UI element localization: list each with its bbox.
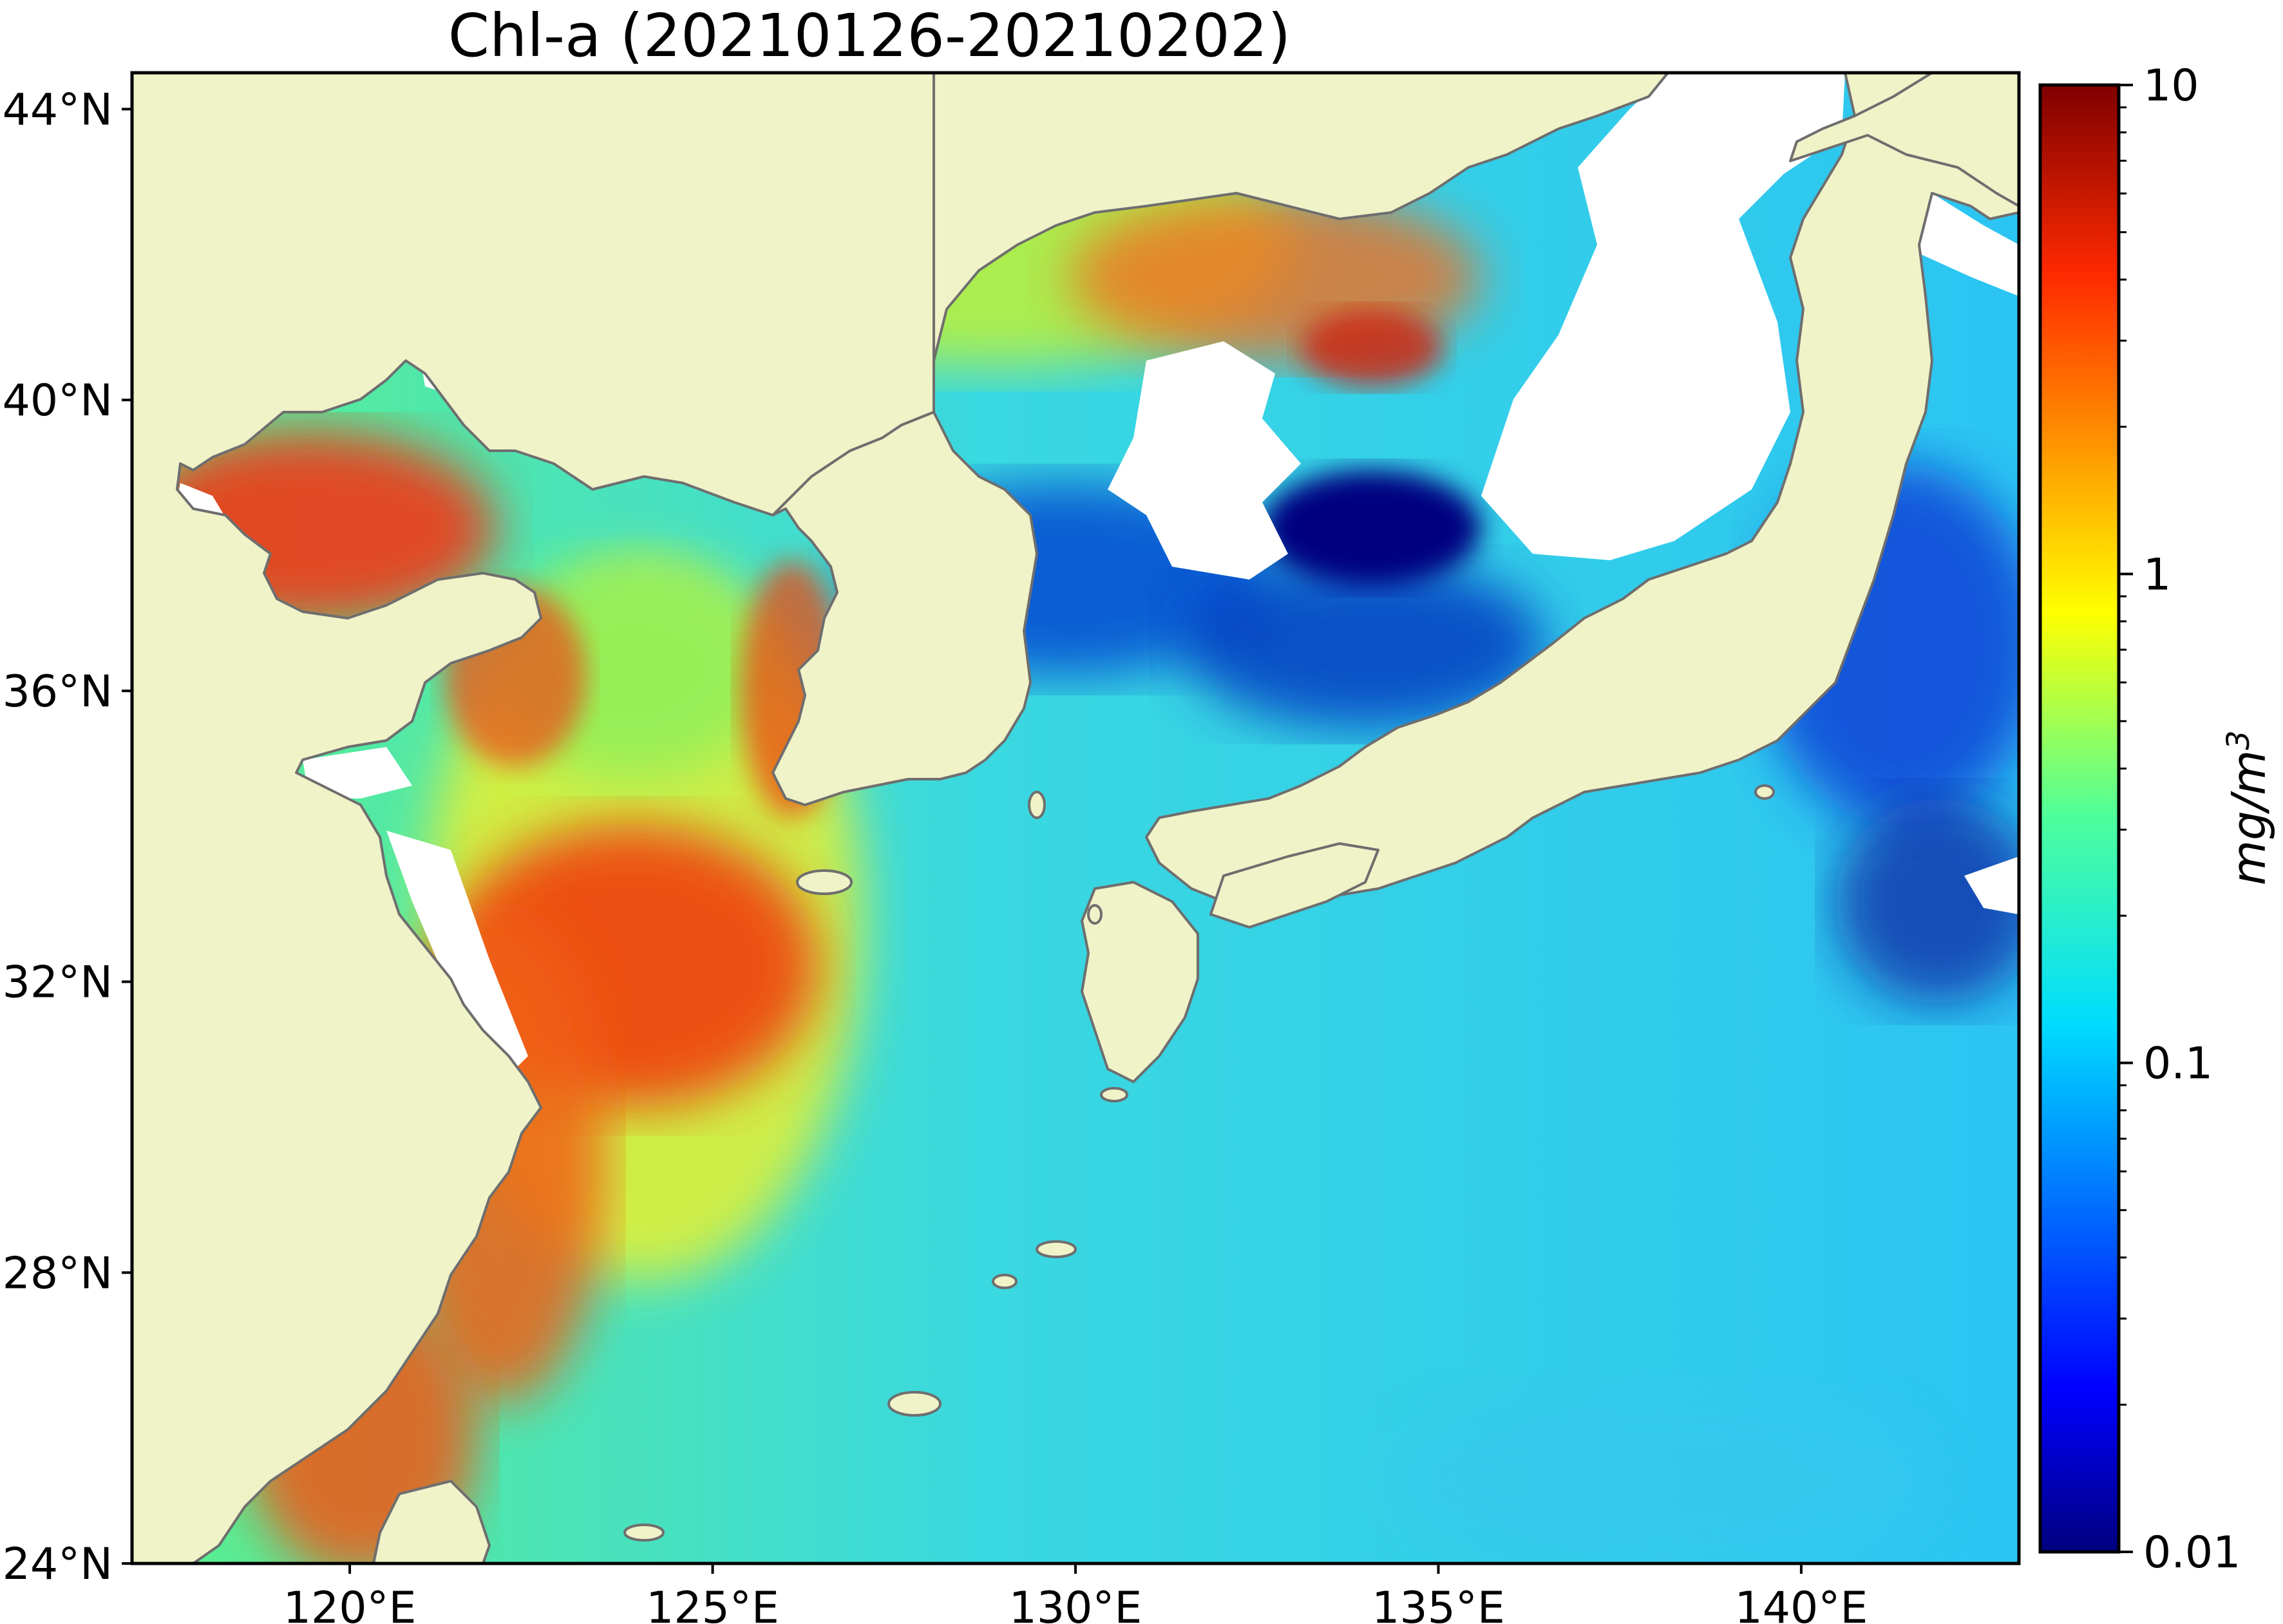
colorbar-unit: mg/m	[2222, 750, 2276, 885]
lat-tick-label: 36°N	[3, 666, 113, 717]
map-body	[132, 73, 2019, 1563]
colorbar-tick-label: 1	[2143, 549, 2171, 600]
longitude-axis: 120°E 125°E 130°E 135°E 140°E	[283, 1563, 1868, 1624]
colorbar-label: mg/m3	[2221, 730, 2276, 885]
map-title: Chl-a (20210126-20210202)	[448, 1, 1291, 70]
latitude-axis: 44°N 40°N 36°N 32°N 28°N 24°N	[3, 84, 132, 1590]
lat-tick-label: 24°N	[3, 1539, 113, 1590]
lon-tick-label: 140°E	[1735, 1583, 1868, 1624]
lon-tick-label: 125°E	[646, 1583, 779, 1624]
lon-tick-label: 120°E	[283, 1583, 417, 1624]
lon-tick-label: 130°E	[1009, 1583, 1142, 1624]
landmass	[132, 73, 2019, 1563]
colorbar-tick-label: 0.1	[2143, 1039, 2213, 1090]
colorbar-tick-label: 0.01	[2143, 1527, 2240, 1578]
lon-tick-label: 135°E	[1372, 1583, 1505, 1624]
colorbar-tick-label: 10	[2143, 61, 2199, 111]
colorbar: 10 1 0.1 0.01	[2038, 61, 2240, 1578]
colorbar-ticks: 10 1 0.1 0.01	[2119, 61, 2240, 1578]
lat-tick-label: 40°N	[3, 375, 113, 426]
lat-tick-label: 44°N	[3, 84, 113, 135]
colorbar-unit-exponent: 3	[2221, 730, 2257, 750]
lat-tick-label: 32°N	[3, 958, 113, 1008]
lat-tick-label: 28°N	[3, 1248, 113, 1299]
colorbar-gradient	[2038, 83, 2121, 1554]
